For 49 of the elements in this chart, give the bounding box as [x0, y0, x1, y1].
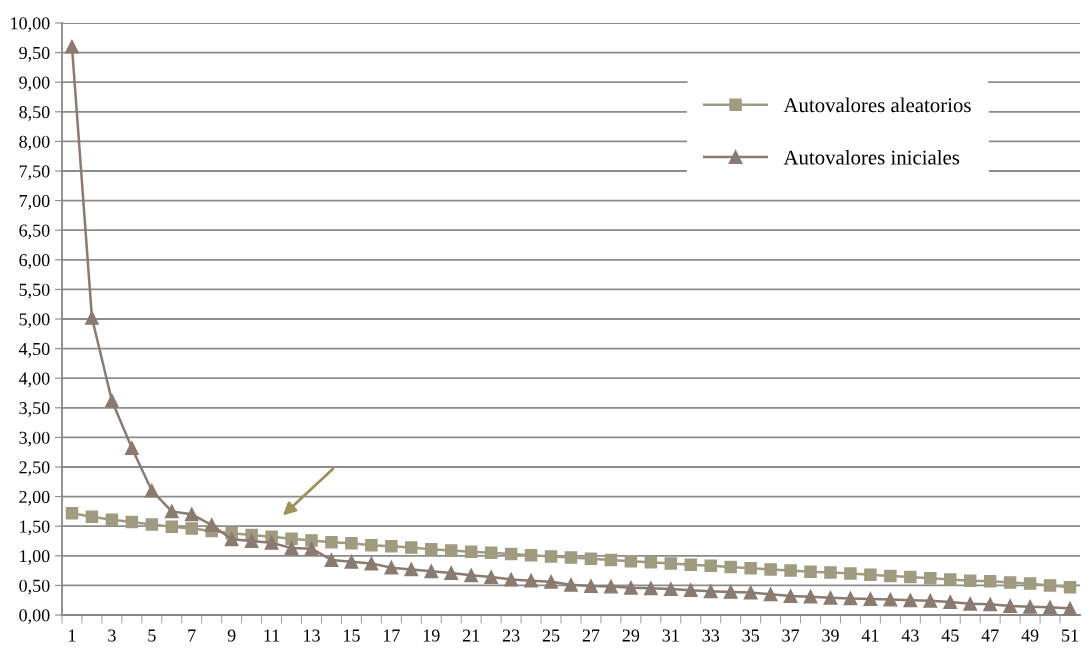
y-tick-label: 3,00 [19, 431, 50, 447]
x-tick-label: 49 [1021, 629, 1039, 642]
x-tick-label: 39 [822, 629, 839, 642]
x-tick-label: 11 [264, 629, 280, 642]
x-tick-label: 47 [981, 629, 999, 642]
y-tick-label: 7,00 [19, 194, 50, 210]
y-tick-label: 8,50 [19, 106, 50, 121]
x-tick-label: 3 [108, 629, 116, 642]
y-tick-label: 2,50 [19, 461, 50, 477]
x-tick-label: 35 [742, 629, 759, 642]
x-tick-label: 7 [188, 629, 196, 642]
x-tick-label: 37 [782, 629, 800, 642]
x-tick-label: 23 [502, 629, 520, 642]
y-tick-label: 7,50 [19, 165, 50, 181]
y-tick-label: 6,00 [19, 254, 50, 269]
y-tick-label: 0,00 [19, 609, 50, 625]
y-tick-label: 8,00 [19, 135, 50, 151]
y-tick-label: 10,00 [11, 17, 50, 33]
y-tick-label: 2,00 [19, 490, 50, 506]
y-tick-label: 9,00 [19, 76, 50, 92]
x-tick-label: 17 [383, 629, 400, 642]
x-tick-label: 45 [941, 629, 959, 642]
y-tick-label: 4,00 [18, 372, 50, 388]
x-tick-label: 43 [901, 629, 919, 642]
y-tick-label: 1,50 [20, 520, 50, 536]
x-tick-label: 29 [622, 629, 640, 642]
x-tick-label: 33 [702, 629, 720, 642]
x-tick-label: 21 [462, 629, 480, 642]
x-tick-label: 19 [423, 629, 440, 642]
x-tick-label: 41 [861, 629, 879, 642]
x-tick-label: 13 [304, 629, 320, 642]
x-tick-label: 25 [542, 629, 560, 642]
x-tick-label: 5 [148, 629, 156, 642]
x-tick-label: 1 [69, 629, 76, 642]
y-tick-label: 5,00 [19, 313, 50, 329]
y-tick-label: 5,50 [19, 283, 50, 299]
legend-label: Autovalores iniciales [783, 149, 960, 165]
x-tick-label: 9 [227, 629, 236, 642]
x-tick-label: 51 [1062, 629, 1078, 642]
y-tick-label: 3,50 [19, 402, 50, 417]
y-tick-label: 0,50 [19, 579, 50, 595]
x-tick-label: 31 [662, 629, 679, 642]
y-tick-label: 1,00 [20, 550, 50, 565]
y-tick-label: 9,50 [19, 46, 50, 62]
x-tick-label: 15 [343, 629, 360, 642]
y-tick-label: 6,50 [19, 224, 50, 240]
x-tick-label: 27 [582, 629, 600, 642]
legend-label: Autovalores aleatorios [783, 97, 971, 113]
y-tick-label: 4,50 [18, 342, 50, 358]
